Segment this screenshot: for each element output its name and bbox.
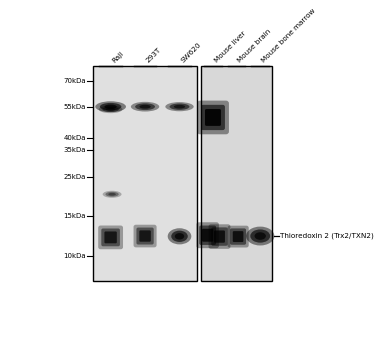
FancyBboxPatch shape: [139, 230, 151, 242]
Ellipse shape: [174, 105, 185, 108]
Ellipse shape: [170, 104, 189, 110]
Ellipse shape: [99, 106, 122, 113]
Ellipse shape: [95, 101, 126, 112]
FancyBboxPatch shape: [197, 222, 219, 248]
FancyBboxPatch shape: [201, 105, 225, 130]
FancyBboxPatch shape: [211, 228, 228, 246]
FancyBboxPatch shape: [101, 229, 120, 246]
FancyBboxPatch shape: [227, 226, 249, 247]
Text: Mouse brain: Mouse brain: [237, 29, 272, 64]
Ellipse shape: [135, 103, 155, 110]
FancyBboxPatch shape: [104, 231, 117, 243]
Ellipse shape: [131, 102, 159, 112]
FancyBboxPatch shape: [202, 229, 213, 242]
FancyBboxPatch shape: [199, 225, 216, 245]
FancyBboxPatch shape: [233, 231, 243, 242]
Text: 293T: 293T: [145, 47, 162, 64]
Text: 25kDa: 25kDa: [64, 174, 86, 180]
Text: 55kDa: 55kDa: [64, 104, 86, 110]
FancyBboxPatch shape: [205, 109, 221, 126]
FancyBboxPatch shape: [134, 225, 157, 247]
FancyBboxPatch shape: [93, 66, 197, 280]
Ellipse shape: [106, 108, 115, 111]
FancyBboxPatch shape: [98, 225, 123, 249]
Text: Mouse bone marrow: Mouse bone marrow: [260, 8, 316, 64]
Ellipse shape: [168, 228, 191, 244]
Ellipse shape: [255, 232, 266, 240]
FancyBboxPatch shape: [208, 224, 231, 249]
Text: Mouse liver: Mouse liver: [213, 30, 247, 64]
Ellipse shape: [100, 103, 122, 111]
Ellipse shape: [102, 191, 122, 198]
Ellipse shape: [250, 230, 270, 243]
FancyBboxPatch shape: [214, 230, 225, 243]
Ellipse shape: [139, 105, 151, 108]
Text: Thioredoxin 2 (Trx2/TXN2): Thioredoxin 2 (Trx2/TXN2): [280, 233, 374, 239]
FancyBboxPatch shape: [197, 100, 229, 134]
FancyBboxPatch shape: [230, 229, 246, 245]
Ellipse shape: [175, 233, 184, 239]
Text: 35kDa: 35kDa: [64, 147, 86, 153]
Ellipse shape: [104, 105, 117, 109]
Text: 70kDa: 70kDa: [63, 78, 86, 84]
Text: 10kDa: 10kDa: [63, 253, 86, 259]
Text: SW620: SW620: [179, 42, 202, 64]
FancyBboxPatch shape: [201, 66, 272, 280]
Ellipse shape: [102, 107, 119, 112]
Text: Raji: Raji: [110, 50, 124, 64]
FancyBboxPatch shape: [136, 228, 154, 245]
Ellipse shape: [108, 193, 116, 196]
Ellipse shape: [106, 192, 119, 197]
Ellipse shape: [171, 231, 188, 242]
Text: 15kDa: 15kDa: [64, 213, 86, 219]
Text: 40kDa: 40kDa: [64, 135, 86, 141]
Ellipse shape: [246, 226, 274, 245]
Ellipse shape: [165, 102, 194, 111]
